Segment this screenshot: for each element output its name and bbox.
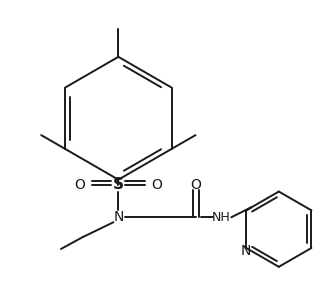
Text: N: N <box>113 210 124 224</box>
Text: O: O <box>190 178 201 192</box>
Text: O: O <box>152 178 162 192</box>
Text: O: O <box>74 178 85 192</box>
Text: NH: NH <box>212 211 231 224</box>
Text: S: S <box>113 177 124 192</box>
Text: N: N <box>241 244 252 258</box>
